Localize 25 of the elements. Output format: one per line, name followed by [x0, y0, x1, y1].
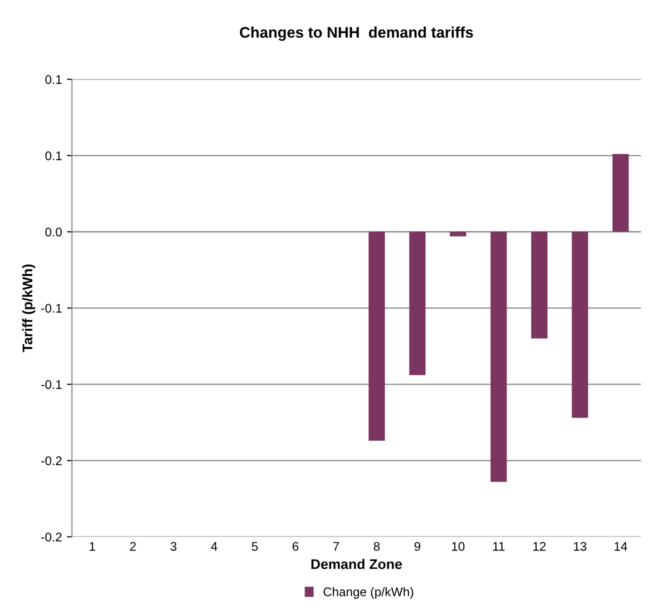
y-axis-title: Tariff (p/kWh) [22, 264, 36, 352]
x-tick-label: 8 [374, 542, 380, 551]
x-tick-label: 5 [252, 542, 258, 551]
x-tick-label: 4 [210, 542, 218, 551]
y-tick-label: 0.1 [45, 151, 62, 160]
x-tick-label: 9 [414, 542, 420, 551]
x-tick-label: 6 [292, 542, 298, 551]
x-tick-label: 13 [574, 542, 586, 551]
x-tick-label: 10 [452, 542, 464, 551]
y-tick-label: -0.1 [41, 380, 62, 389]
x-axis-title: Demand Zone [311, 558, 402, 570]
x-tick-label: 3 [170, 542, 176, 551]
y-tick-label: -0.2 [41, 532, 62, 542]
y-tick-label: 0.1 [45, 75, 62, 84]
x-tick-label: 7 [333, 542, 339, 551]
x-tick-label: 12 [533, 542, 546, 551]
y-tick-label: 0.0 [45, 228, 62, 236]
x-tick-label: 2 [130, 542, 136, 551]
x-tick-label: 1 [90, 542, 96, 551]
y-tick-label: -0.1 [41, 304, 62, 313]
legend-label: Change (p/kWh) [324, 587, 414, 599]
x-tick-label: 11 [493, 542, 505, 551]
x-tick-label: 14 [614, 542, 628, 551]
y-tick-label: -0.2 [41, 456, 62, 466]
chart-title: Changes to NHH demand tariffs [240, 26, 473, 41]
